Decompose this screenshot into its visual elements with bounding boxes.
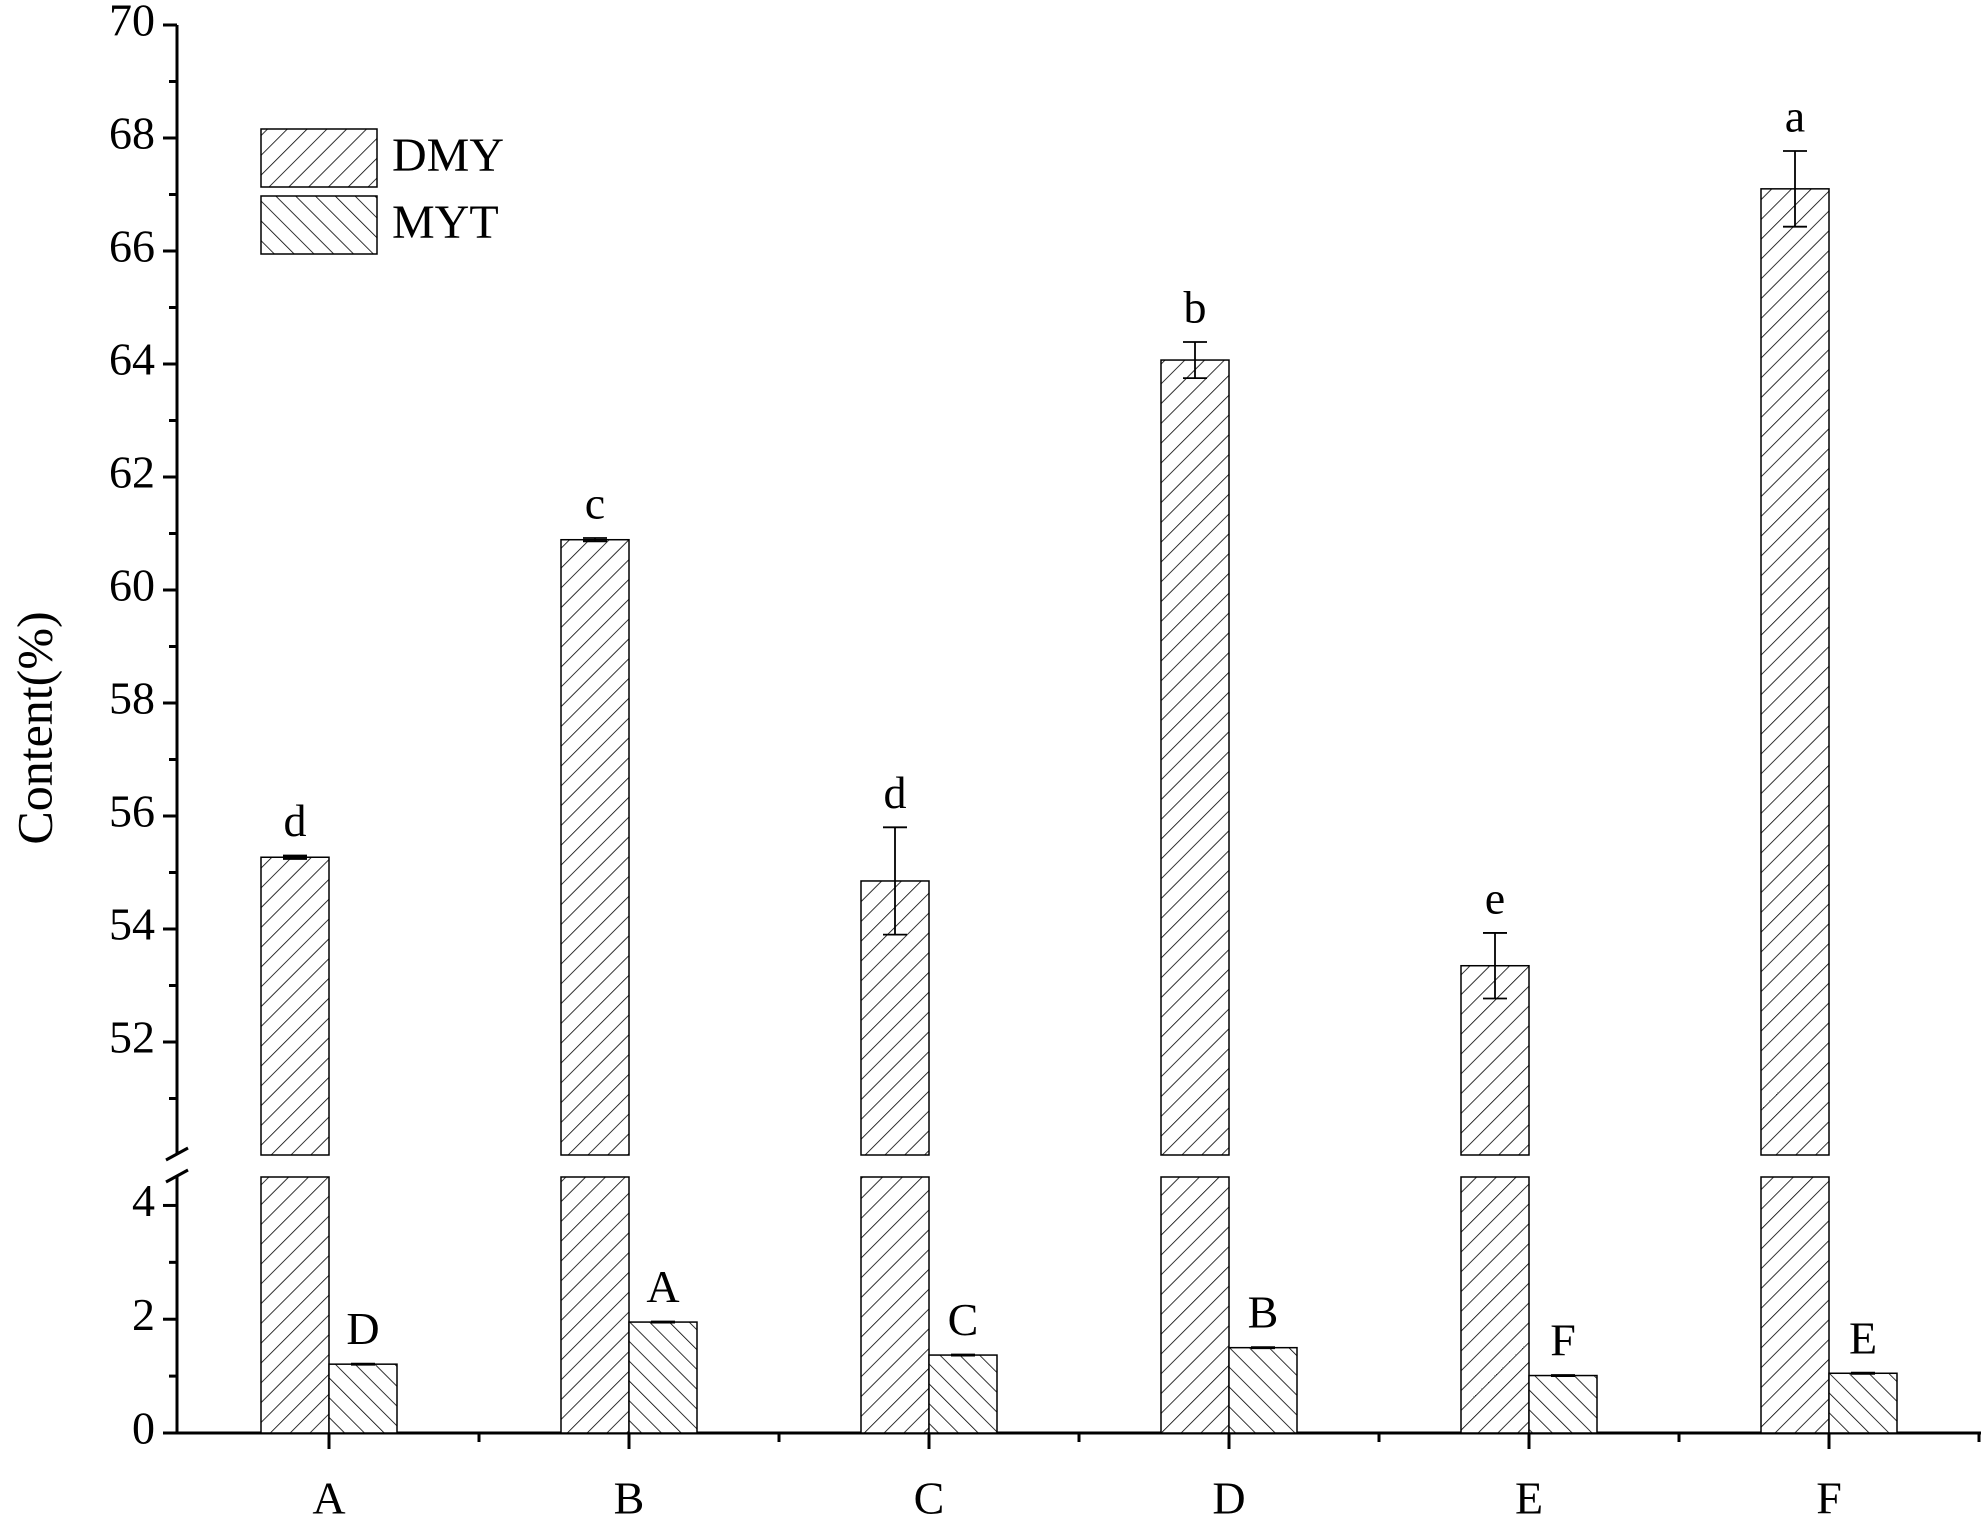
x-tick-label: F <box>1816 1473 1842 1524</box>
x-tick-label: A <box>312 1473 345 1524</box>
y-tick-label: 54 <box>109 899 155 950</box>
bar <box>1528 1374 1598 1434</box>
significance-label: d <box>884 767 907 818</box>
bar <box>628 1321 698 1434</box>
bar <box>928 1354 998 1434</box>
legend-label: MYT <box>392 196 499 249</box>
bar <box>1160 359 1230 1156</box>
legend-label: DMY <box>392 129 504 182</box>
y-tick-label: 58 <box>109 673 155 724</box>
significance-label: A <box>646 1261 679 1312</box>
y-tick-label: 66 <box>109 221 155 272</box>
error-bar <box>351 1362 375 1366</box>
bar <box>328 1363 398 1434</box>
error-bar <box>283 854 307 860</box>
bar <box>560 1176 630 1434</box>
significance-label: e <box>1485 873 1505 924</box>
error-bar <box>951 1353 975 1357</box>
error-bar <box>1783 150 1807 228</box>
bar <box>1760 1176 1830 1434</box>
x-tick-label: C <box>914 1473 945 1524</box>
significance-label: c <box>585 478 605 529</box>
x-tick-label: B <box>614 1473 645 1524</box>
significance-label: b <box>1184 282 1207 333</box>
significance-label: D <box>346 1303 379 1354</box>
bar <box>1160 1176 1230 1434</box>
bar <box>1828 1372 1898 1434</box>
error-bar <box>1851 1371 1875 1375</box>
y-tick-label: 2 <box>132 1289 155 1340</box>
bar <box>260 1176 330 1434</box>
error-bar <box>651 1320 675 1324</box>
bar <box>1228 1346 1298 1434</box>
significance-label: F <box>1550 1315 1576 1366</box>
significance-label: a <box>1785 91 1805 142</box>
y-tick-label: 70 <box>109 0 155 46</box>
legend-swatch <box>260 195 378 255</box>
error-bar <box>1251 1346 1275 1350</box>
error-bar <box>1483 932 1507 1000</box>
y-tick-label: 4 <box>132 1175 155 1226</box>
bar <box>860 1176 930 1434</box>
legend-swatch <box>260 128 378 188</box>
error-bar <box>1183 341 1207 380</box>
significance-label: d <box>284 795 307 846</box>
x-tick-label: E <box>1515 1473 1543 1524</box>
bar <box>260 856 330 1156</box>
y-tick-label: 64 <box>109 334 155 385</box>
y-axis-label: Content(%) <box>6 611 62 844</box>
x-tick-label: D <box>1212 1473 1245 1524</box>
bar <box>1760 188 1830 1156</box>
error-bar <box>883 826 907 936</box>
error-bar <box>1551 1374 1575 1378</box>
significance-label: B <box>1248 1287 1279 1338</box>
bar <box>1460 1176 1530 1434</box>
y-tick-label: 60 <box>109 560 155 611</box>
y-tick-label: 52 <box>109 1012 155 1063</box>
error-bar <box>583 537 607 543</box>
bar <box>560 538 630 1156</box>
y-tick-label: 0 <box>132 1403 155 1454</box>
significance-label: C <box>948 1294 979 1345</box>
y-tick-label: 68 <box>109 108 155 159</box>
y-tick-label: 62 <box>109 447 155 498</box>
y-tick-label: 56 <box>109 786 155 837</box>
significance-label: E <box>1849 1312 1877 1363</box>
